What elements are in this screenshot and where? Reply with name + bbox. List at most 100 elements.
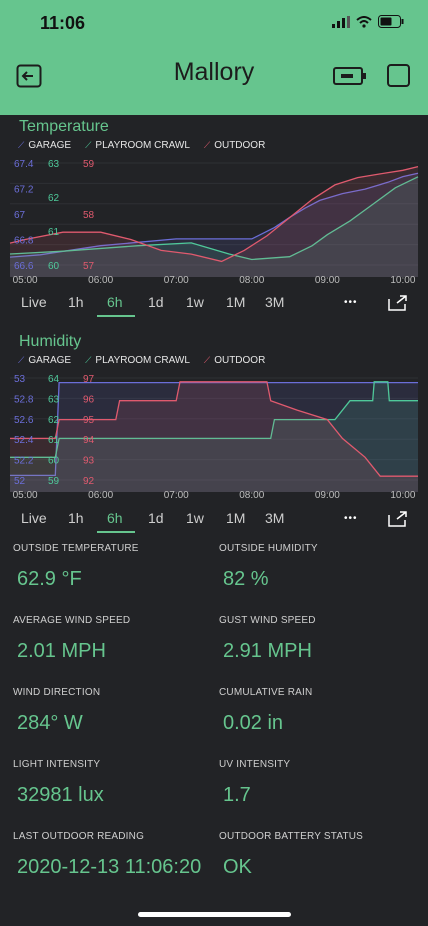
y-tick-label: 97	[83, 374, 95, 385]
x-tick-label: 09:00	[315, 490, 340, 501]
series-area-playroom-crawl	[10, 381, 418, 492]
x-tick-label: 08:00	[239, 275, 264, 286]
stat-label: LIGHT INTENSITY	[13, 759, 101, 770]
y-tick-label: 96	[83, 394, 95, 405]
y-tick-label: 61	[48, 227, 60, 238]
y-tick-label: 60	[48, 456, 60, 467]
expand-icon[interactable]	[388, 295, 408, 311]
stat-value: 82 %	[223, 568, 269, 590]
humidity-title: Humidity	[19, 333, 82, 350]
y-tick-label: 67.4	[14, 159, 34, 170]
x-tick-label: 08:00	[239, 490, 264, 501]
y-tick-label: 66.6	[14, 261, 34, 272]
range-6h[interactable]: 6h	[107, 510, 123, 526]
stat-value: 284° W	[17, 712, 83, 734]
y-tick-label: 52.6	[14, 415, 34, 426]
y-tick-label: 62	[48, 415, 60, 426]
legend-outdoor: ⟋ OUTDOOR	[203, 355, 266, 366]
x-tick-label: 10:00	[390, 275, 415, 286]
active-range-underline	[97, 531, 135, 533]
series-line-playroom-crawl	[10, 381, 418, 458]
x-tick-label: 07:00	[164, 275, 189, 286]
series-line-garage	[9, 172, 419, 258]
square-icon[interactable]	[386, 63, 412, 89]
stat-label: OUTSIDE HUMIDITY	[219, 543, 318, 554]
x-tick-label: 09:00	[315, 275, 340, 286]
more-options-icon[interactable]: •••	[344, 297, 358, 308]
stat-label: GUST WIND SPEED	[219, 615, 316, 626]
range-1h[interactable]: 1h	[68, 294, 84, 310]
series-area-garage	[10, 173, 418, 277]
temperature-chart[interactable]: 67.4 67.2 67 66.8 66.6 63 62 61 60 59 58 57 05:00 06:…	[0, 155, 428, 297]
app-header: 11:06 Mallory	[0, 0, 428, 115]
stat-label: WIND DIRECTION	[13, 687, 101, 698]
humidity-chart-block: Humidity ⟋ GARAGE ⟋ PLAYROOM CRAWL ⟋ OUTDOO…	[0, 330, 428, 540]
series-line-outdoor	[9, 165, 419, 263]
y-tick-label: 59	[48, 476, 60, 487]
y-tick-label: 61	[48, 435, 60, 446]
y-tick-label: 58	[83, 210, 95, 221]
legend-garage: ⟋ GARAGE	[18, 355, 72, 366]
y-tick-label: 60	[48, 261, 60, 272]
series-line-outdoor	[10, 381, 418, 477]
humidity-range-selector: Live 1h 6h 1d 1w 1M 3M •••	[0, 507, 428, 533]
y-tick-label: 67.2	[14, 185, 34, 196]
battery-icon[interactable]	[333, 63, 367, 89]
wifi-icon	[356, 15, 372, 28]
range-1d[interactable]: 1d	[148, 510, 164, 526]
stat-value: 2.01 MPH	[17, 640, 106, 662]
phone-battery-icon	[378, 15, 404, 28]
range-1w[interactable]: 1w	[186, 294, 204, 310]
stat-value: OK	[223, 856, 252, 878]
legend-playroom: ⟋ PLAYROOM CRAWL	[85, 140, 190, 151]
range-1d[interactable]: 1d	[148, 294, 164, 310]
x-tick-label: 06:00	[88, 490, 113, 501]
y-tick-label: 64	[48, 374, 60, 385]
range-1m[interactable]: 1M	[226, 510, 246, 526]
y-tick-label: 66.8	[14, 236, 34, 247]
stat-value: 2020-12-13 11:06:20	[17, 856, 202, 878]
home-indicator[interactable]	[138, 912, 291, 917]
y-tick-label: 63	[48, 159, 60, 170]
stat-label: LAST OUTDOOR READING	[13, 831, 145, 842]
range-1h[interactable]: 1h	[68, 510, 84, 526]
series-area-garage	[10, 382, 418, 492]
page-title: Mallory	[173, 58, 255, 86]
temperature-legend: ⟋ GARAGE ⟋ PLAYROOM CRAWL ⟋ OUTDOOR	[18, 140, 265, 151]
status-time: 11:06	[40, 13, 86, 33]
range-3m[interactable]: 3M	[265, 510, 285, 526]
stat-label: UV INTENSITY	[219, 759, 291, 770]
y-tick-label: 67	[14, 210, 26, 221]
stat-value: 1.7	[223, 784, 251, 806]
stat-value: 62.9 °F	[17, 568, 82, 590]
humidity-chart[interactable]: 53 52.8 52.6 52.4 52.2 52 64 63 62 61 60 59 97 96 95 94…	[0, 370, 428, 512]
expand-icon[interactable]	[388, 511, 408, 527]
y-tick-label: 52.4	[14, 435, 34, 446]
y-tick-label: 52.8	[14, 394, 34, 405]
stat-label: AVERAGE WIND SPEED	[13, 615, 131, 626]
range-3m[interactable]: 3M	[265, 294, 285, 310]
x-tick-label: 07:00	[164, 490, 189, 501]
series-area-outdoor	[10, 166, 418, 277]
range-live[interactable]: Live	[21, 510, 47, 526]
y-tick-label: 94	[83, 435, 95, 446]
y-tick-label: 92	[83, 476, 95, 487]
series-area-outdoor	[10, 381, 418, 492]
range-6h[interactable]: 6h	[107, 294, 123, 310]
range-1w[interactable]: 1w	[186, 510, 204, 526]
signal-icon	[332, 15, 350, 28]
stat-value: 2.91 MPH	[223, 640, 312, 662]
more-options-icon[interactable]: •••	[344, 513, 358, 524]
y-tick-label: 59	[83, 159, 95, 170]
humidity-legend: ⟋ GARAGE ⟋ PLAYROOM CRAWL ⟋ OUTDOOR	[18, 355, 265, 366]
x-tick-label: 06:00	[88, 275, 113, 286]
exit-icon[interactable]	[16, 63, 42, 89]
legend-outdoor: ⟋ OUTDOOR	[203, 140, 266, 151]
active-range-underline	[97, 315, 135, 317]
x-tick-label: 05:00	[13, 490, 38, 501]
stat-label: OUTSIDE TEMPERATURE	[13, 543, 139, 554]
range-live[interactable]: Live	[21, 294, 47, 310]
y-tick-label: 62	[48, 193, 60, 204]
range-1m[interactable]: 1M	[226, 294, 246, 310]
stat-value: 0.02 in	[223, 712, 284, 734]
